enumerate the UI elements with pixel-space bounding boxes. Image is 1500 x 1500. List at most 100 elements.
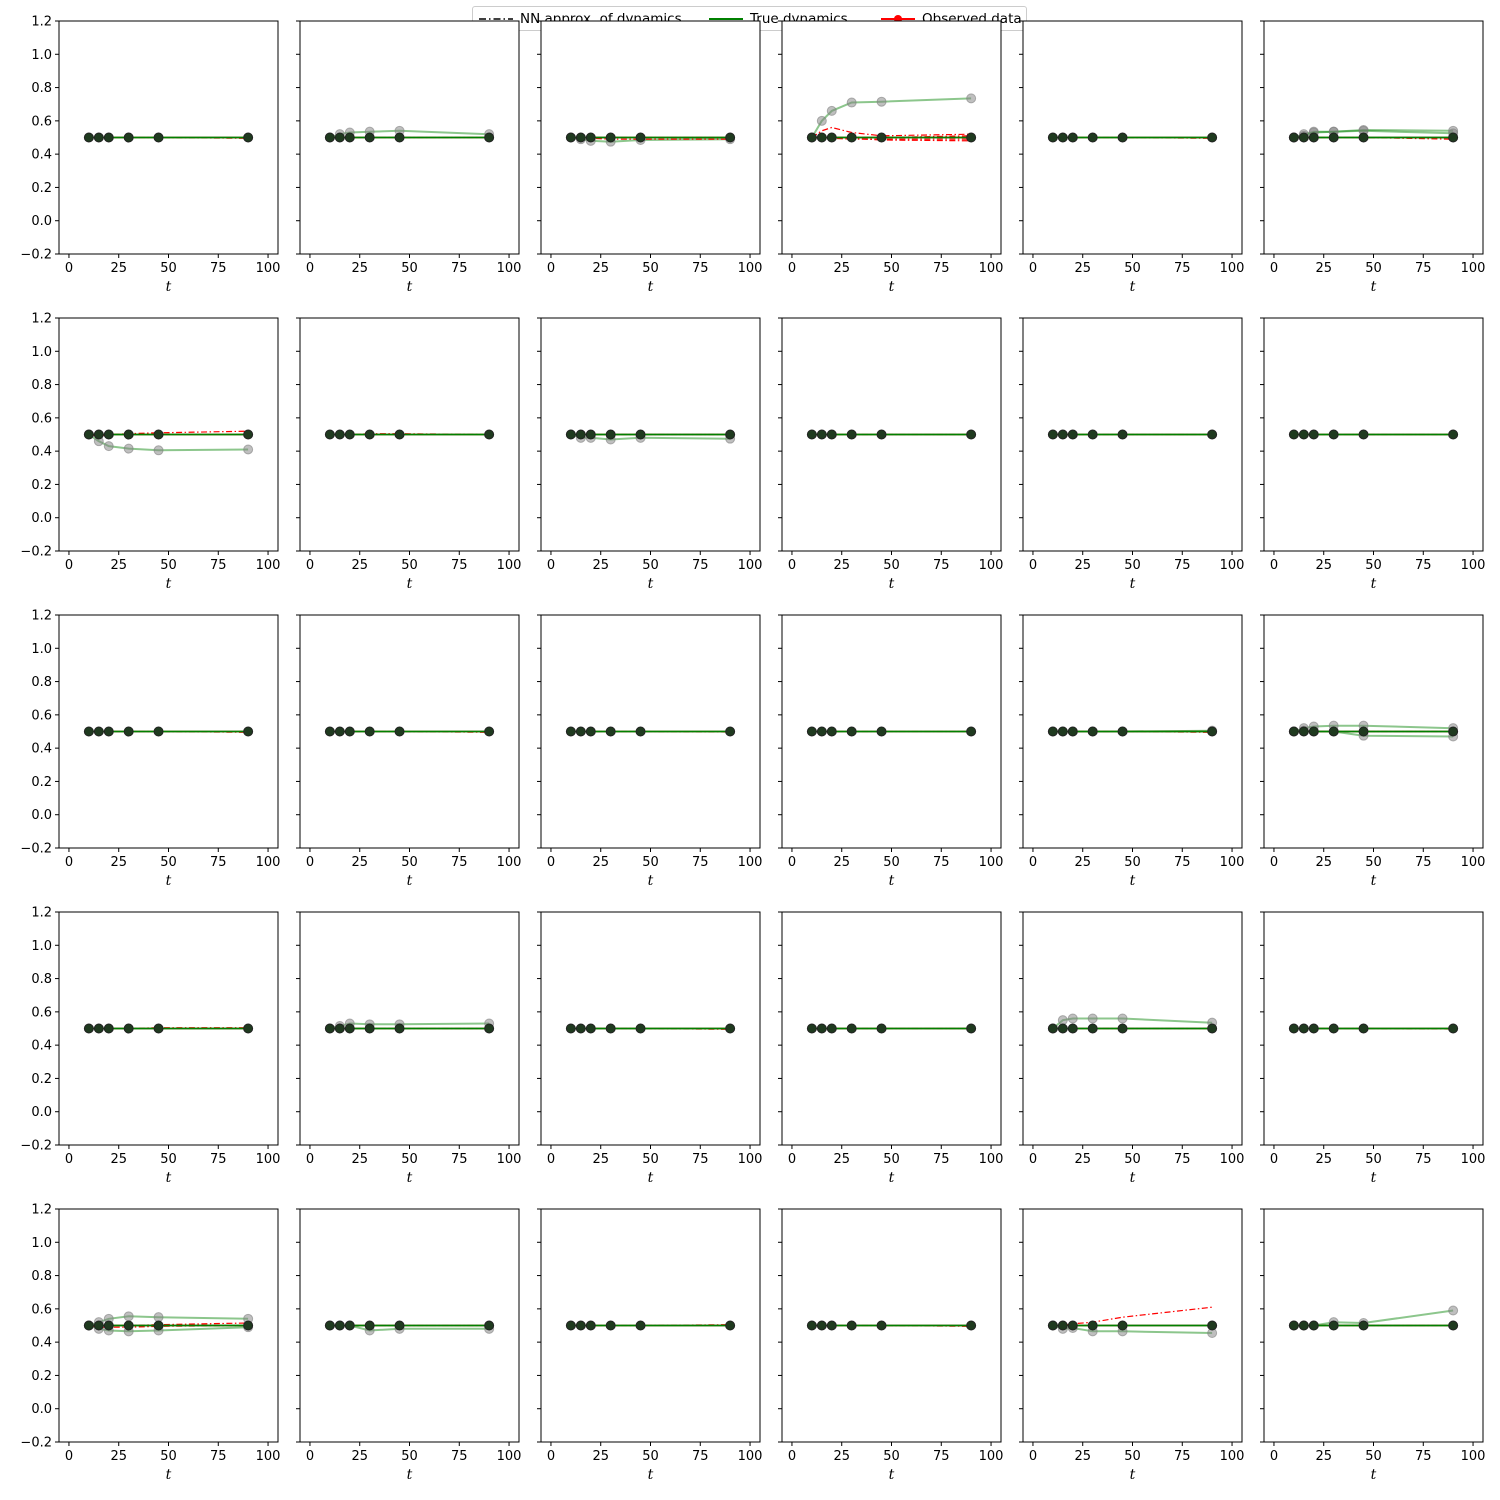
observed-point [1308,1320,1319,1331]
x-tick-label: 75 [451,1449,468,1464]
observed-point [93,132,104,143]
x-tick-label: 25 [833,855,850,870]
x-tick-label: 25 [592,1449,609,1464]
faded-data-point [1057,1015,1068,1026]
observed-point [243,1320,254,1331]
observed-point [1057,1320,1068,1331]
observed-point [1047,1320,1058,1331]
x-axis-label: t [1371,279,1377,295]
observed-point [1207,429,1218,440]
subplot-r5-c3: 0 25 50 75 100 t [537,1208,762,1483]
x-tick-label: 100 [1461,1449,1486,1464]
y-tick-label: 0.2 [31,1072,52,1087]
x-tick-label: 75 [692,261,709,276]
x-tick-label: 0 [1270,558,1278,573]
x-tick-label: 25 [592,558,609,573]
x-tick-label: 100 [979,855,1004,870]
x-tick-label: 0 [306,1449,314,1464]
y-tick-label: 0.4 [31,148,52,163]
y-tick-label: 0.8 [31,378,52,393]
x-tick-label: 50 [1365,855,1382,870]
subplot-r5-c5: 0 25 50 75 100 t [1019,1208,1244,1483]
x-tick-label: 0 [65,855,73,870]
x-axis-label: t [648,1170,654,1186]
observed-point [966,132,977,143]
x-tick-label: 50 [1124,855,1141,870]
subplot-r2-c1: 0 25 50 75 100 t −0.2 0.0 0.2 0.4 0.6 0.8 1.0 1.2 [20,312,280,593]
x-axis-label: t [648,279,654,295]
observed-point [575,429,586,440]
subplot-r4-c4: 0 25 50 75 100 t [778,911,1003,1186]
x-tick-label: 0 [306,1152,314,1167]
observed-point [123,429,134,440]
observed-point [83,429,94,440]
x-axis-label: t [889,873,895,889]
observed-point [83,1320,94,1331]
subplot-r4-c1: 0 25 50 75 100 t −0.2 0.0 0.2 0.4 0.6 0.8 1.0 1.2 [20,906,280,1187]
x-tick-label: 25 [351,261,368,276]
observed-point [585,726,596,737]
observed-point [1358,429,1369,440]
observed-point [1448,1023,1459,1034]
observed-point [806,1320,817,1331]
x-tick-label: 25 [1315,855,1332,870]
observed-point [605,132,616,143]
observed-point [1087,1320,1098,1331]
x-tick-label: 75 [1174,1449,1191,1464]
subplot-r3-c6: 0 25 50 75 100 t [1260,614,1485,889]
x-tick-label: 25 [1074,855,1091,870]
observed-point [1298,429,1309,440]
x-tick-label: 0 [1270,261,1278,276]
observed-point [344,1320,355,1331]
observed-point [846,1320,857,1331]
faded-data-point [1087,1013,1098,1024]
observed-point [484,1023,495,1034]
x-tick-label: 75 [210,558,227,573]
x-tick-label: 100 [497,1152,522,1167]
x-tick-label: 100 [738,855,763,870]
x-axis-label: t [407,576,413,592]
observed-point [846,429,857,440]
y-tick-label: 1.0 [31,939,52,954]
observed-point [1328,726,1339,737]
observed-point [1298,132,1309,143]
y-tick-label: 0.2 [31,1369,52,1384]
observed-point [243,726,254,737]
x-tick-label: 0 [788,558,796,573]
x-tick-label: 100 [979,261,1004,276]
observed-point [635,1023,646,1034]
observed-point [1067,1320,1078,1331]
observed-point [344,429,355,440]
x-tick-label: 25 [351,1449,368,1464]
y-tick-label: 1.2 [31,906,52,921]
observed-point [605,429,616,440]
observed-point [585,429,596,440]
x-tick-label: 0 [1029,261,1037,276]
observed-point [876,132,887,143]
observed-point [1358,726,1369,737]
observed-point [1288,429,1299,440]
x-tick-label: 25 [1074,558,1091,573]
observed-point [1358,1320,1369,1331]
x-tick-label: 0 [306,558,314,573]
faded-data-point [876,96,887,107]
x-tick-label: 50 [883,1449,900,1464]
x-tick-label: 0 [788,855,796,870]
x-tick-label: 0 [788,261,796,276]
x-tick-label: 50 [1124,1449,1141,1464]
x-tick-label: 75 [1415,558,1432,573]
x-tick-label: 0 [65,1449,73,1464]
x-tick-label: 25 [592,261,609,276]
observed-point [1358,1023,1369,1034]
x-tick-label: 50 [401,855,418,870]
observed-point [1117,132,1128,143]
observed-point [123,132,134,143]
observed-point [826,429,837,440]
observed-point [1448,132,1459,143]
observed-point [1448,429,1459,440]
x-tick-label: 0 [1029,558,1037,573]
x-axis-label: t [889,1467,895,1483]
x-tick-label: 100 [1461,261,1486,276]
observed-point [1308,132,1319,143]
observed-point [243,1023,254,1034]
